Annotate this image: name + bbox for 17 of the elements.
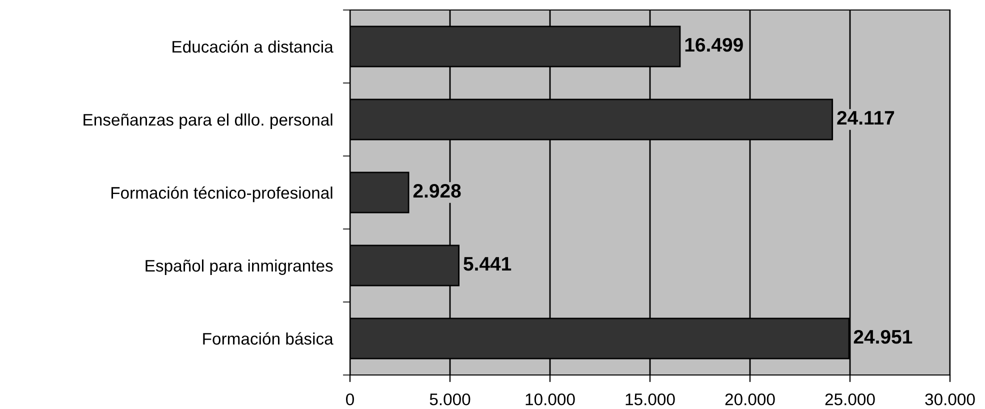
y-tick-label: Formación básica — [203, 332, 334, 345]
y-tick-label: Enseñanzas para el dllo. personal — [84, 113, 332, 129]
x-tick-label: 10.000 — [526, 393, 575, 406]
x-tick-label: 0 — [346, 393, 354, 406]
y-tick-label: Español para inmigrantes — [146, 259, 333, 275]
data-label: 2.928 — [413, 184, 461, 198]
x-tick-label: 15.000 — [626, 393, 675, 406]
x-tick-label: 5.000 — [430, 393, 470, 406]
data-label: 5.441 — [464, 257, 512, 271]
y-tick-label: Formación técnico-profesional — [111, 186, 332, 202]
data-label: 16.499 — [685, 38, 743, 52]
x-tick-label: 25.000 — [825, 393, 875, 406]
x-tick-label: 30.000 — [925, 393, 975, 406]
data-label: 24.951 — [854, 330, 912, 344]
x-tick-label: 20.000 — [725, 393, 775, 406]
y-tick-label: Educación a distancia — [172, 40, 334, 53]
data-label: 24.117 — [837, 110, 894, 125]
